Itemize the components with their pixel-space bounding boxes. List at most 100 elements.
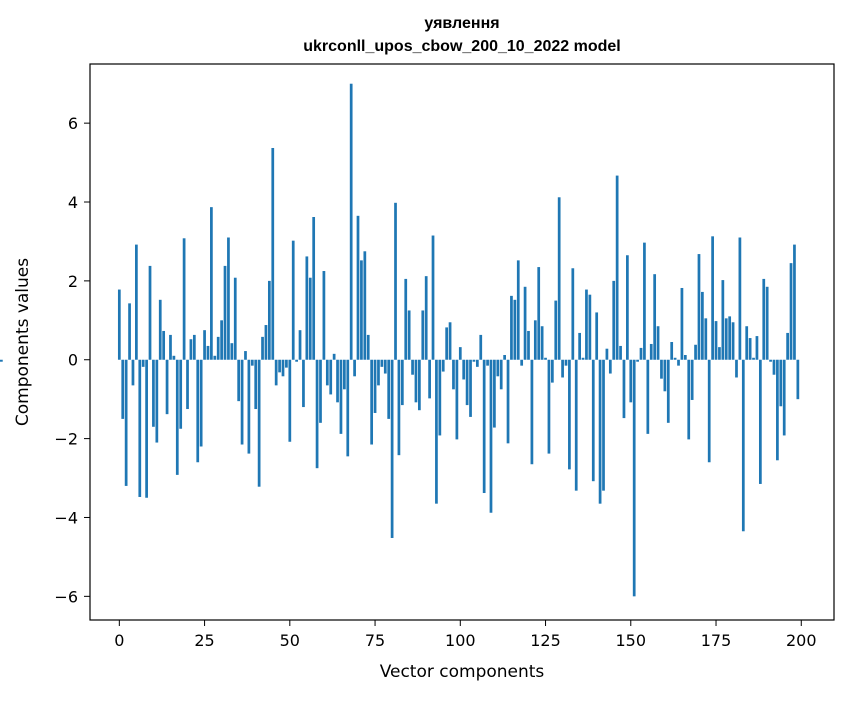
- bar: [233, 277, 237, 360]
- bar: [537, 267, 541, 360]
- bar: [455, 359, 459, 440]
- y-axis-label: Components values: [13, 258, 33, 426]
- bar: [588, 294, 592, 360]
- bar: [254, 359, 258, 410]
- x-tick-label: 125: [530, 631, 561, 650]
- bar: [547, 359, 551, 454]
- bar: [735, 359, 738, 378]
- bar: [653, 274, 657, 360]
- bar: [646, 359, 650, 434]
- bar: [530, 359, 534, 465]
- y-tick-label: −2: [54, 430, 78, 449]
- bar: [390, 359, 394, 538]
- bar: [305, 256, 309, 360]
- bar: [172, 355, 176, 360]
- bar: [465, 359, 469, 406]
- bar: [687, 359, 691, 440]
- bar: [462, 359, 466, 380]
- bar: [503, 355, 506, 360]
- bar: [213, 355, 217, 360]
- bar: [707, 359, 711, 463]
- x-tick-label: 200: [786, 631, 817, 650]
- bar: [152, 359, 155, 427]
- bar: [192, 334, 196, 360]
- bar: [138, 359, 142, 497]
- bar: [203, 330, 206, 360]
- x-axis-label: Vector components: [380, 662, 545, 682]
- bar: [479, 334, 483, 360]
- bar: [469, 359, 472, 417]
- bar: [418, 359, 421, 411]
- bar: [533, 320, 537, 360]
- bar: [141, 359, 145, 367]
- bar: [741, 359, 745, 532]
- bar: [247, 359, 251, 454]
- bar: [250, 359, 254, 366]
- bar: [769, 359, 772, 362]
- bar: [438, 359, 442, 436]
- bar: [585, 289, 588, 360]
- bar: [701, 291, 704, 360]
- bar: [489, 359, 493, 513]
- bar: [670, 342, 674, 360]
- y-tick-label: 6: [68, 114, 78, 133]
- bar: [745, 326, 749, 360]
- x-tick-label: 75: [365, 631, 385, 650]
- bar: [377, 359, 380, 386]
- bar: [380, 359, 384, 367]
- bar: [571, 268, 575, 360]
- bar: [568, 359, 571, 470]
- x-tick-label: 150: [616, 631, 647, 650]
- bar: [366, 334, 370, 360]
- bar: [400, 359, 404, 406]
- bar: [711, 236, 714, 360]
- bar: [285, 359, 288, 368]
- bar: [421, 310, 425, 360]
- bar: [312, 217, 316, 360]
- bar: [718, 347, 721, 360]
- bar: [520, 359, 524, 366]
- bar: [240, 359, 244, 445]
- bar: [694, 344, 697, 360]
- bar: [128, 303, 131, 360]
- bar: [523, 286, 527, 360]
- bar: [121, 359, 125, 419]
- bar: [223, 265, 227, 360]
- bar: [165, 359, 169, 415]
- bar: [660, 359, 663, 379]
- bar: [748, 338, 752, 360]
- bar: [666, 359, 670, 423]
- bar: [339, 359, 343, 434]
- y-tick-label: −6: [54, 587, 78, 606]
- bar: [516, 260, 520, 360]
- bar: [124, 359, 128, 486]
- bar: [629, 359, 633, 403]
- x-tick-label: 25: [194, 631, 214, 650]
- bar: [216, 336, 220, 360]
- y-tick-label: 0: [68, 351, 78, 370]
- chart-title-line-1: уявлення: [424, 15, 499, 32]
- bar: [206, 345, 210, 360]
- bar: [578, 332, 581, 360]
- bar: [302, 359, 305, 408]
- bar-series: [0, 83, 800, 597]
- bar: [680, 287, 684, 360]
- bar: [643, 242, 646, 360]
- bar: [353, 359, 356, 377]
- bar: [261, 336, 264, 360]
- bar: [383, 359, 387, 374]
- bar: [683, 355, 687, 360]
- bar: [789, 263, 793, 360]
- bar: [227, 237, 230, 360]
- bar: [782, 359, 786, 436]
- bar: [175, 359, 179, 475]
- bar: [319, 359, 322, 423]
- bar: [550, 359, 554, 383]
- bar: [639, 347, 643, 360]
- bar: [288, 359, 292, 442]
- bar: [649, 343, 653, 360]
- bar: [765, 286, 769, 360]
- bar: [373, 359, 377, 413]
- bar: [356, 215, 360, 360]
- chart-title-line-2: ukrconll_upos_cbow_200_10_2022 model: [303, 38, 620, 55]
